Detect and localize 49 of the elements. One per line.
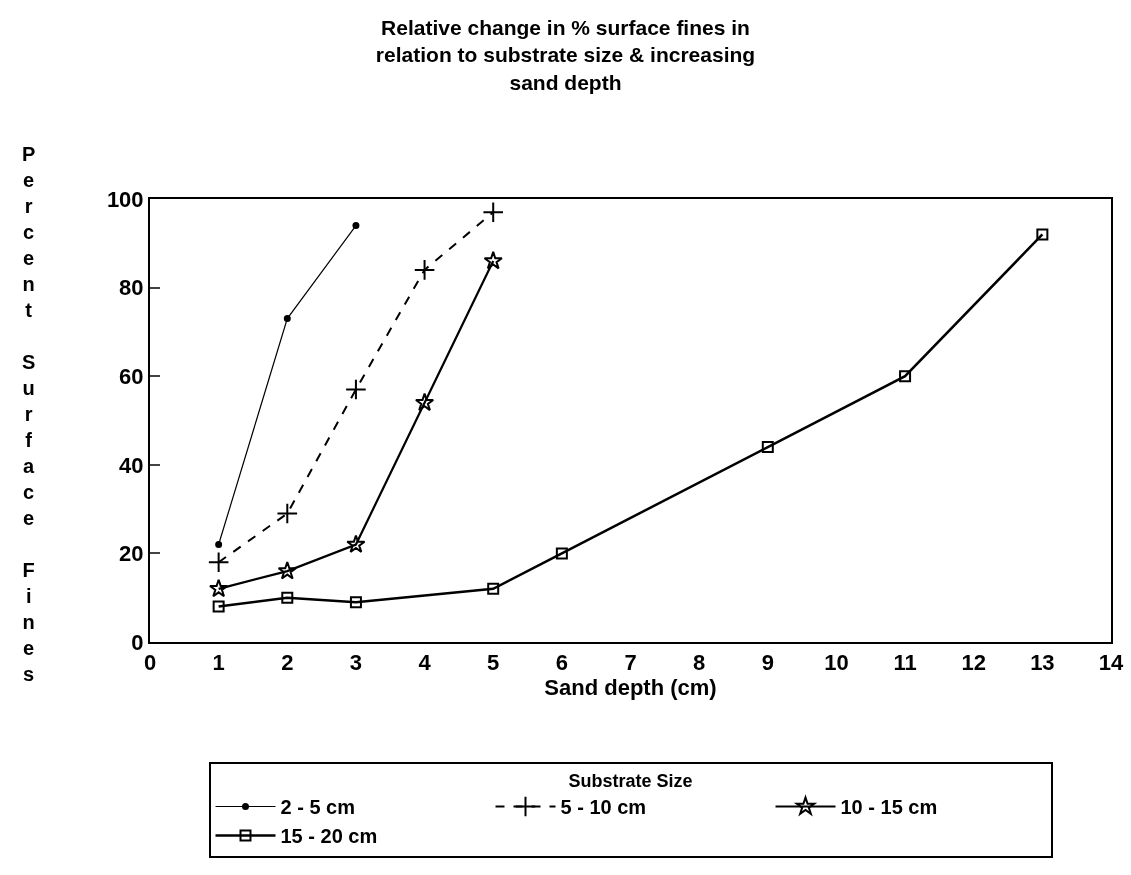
point [215,541,223,549]
point [555,547,568,560]
point [346,534,366,553]
point [207,551,230,574]
x-tick-label: 7 [624,650,637,676]
point [212,600,225,613]
point [345,378,367,401]
legend-label: 15 - 20 cm [280,825,378,848]
x-tick-label: 10 [824,650,849,676]
x-tick-label: 11 [893,650,917,676]
point [276,502,299,525]
chart-title: Relative change in % surface fines in relation to substrate size & increasing sand depth [375,16,756,94]
legend-label: 2 - 5 cm [280,796,355,819]
x-axis-title: Sand depth (cm) [544,675,717,701]
point [483,250,503,270]
point [283,315,291,323]
y-tick-label: 20 [119,541,144,567]
x-tick-label: 2 [281,650,294,676]
x-tick-label: 9 [761,650,774,676]
point [281,591,294,604]
point [482,201,505,224]
y-tick-label: 0 [131,629,144,655]
x-tick-label: 4 [418,650,432,676]
point [413,259,436,281]
point [1036,228,1049,241]
y-tick-label: 60 [119,363,144,389]
x-tick-label: 6 [555,650,568,676]
x-tick-label: 12 [961,650,986,676]
point [487,582,500,595]
legend-label: 5 - 10 cm [560,796,647,819]
point [414,392,435,412]
y-tick-label: 100 [106,186,144,212]
x-tick-label: 5 [487,650,500,676]
point [208,578,229,598]
y-tick-label: 40 [119,452,144,478]
x-tick-label: 8 [693,650,706,676]
point [761,441,774,454]
point [277,561,297,580]
x-tick-label: 1 [212,650,225,676]
x-tick-label: 3 [349,650,363,676]
x-tick-label: 13 [1030,650,1055,676]
point [349,596,362,609]
text: Percent Surface Fines [22,143,36,685]
point [352,222,360,230]
x-tick-label: 14 [1098,650,1124,676]
legend-title: Substrate Size [568,771,693,792]
legend-label: 10 - 15 cm [840,796,938,819]
point [899,370,912,383]
y-tick-label: 80 [119,275,144,301]
